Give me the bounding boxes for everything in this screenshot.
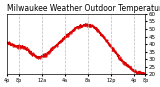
Text: Milwaukee Weather Outdoor Temperature per Minute (Last 24 Hours): Milwaukee Weather Outdoor Temperature pe… <box>7 4 160 13</box>
